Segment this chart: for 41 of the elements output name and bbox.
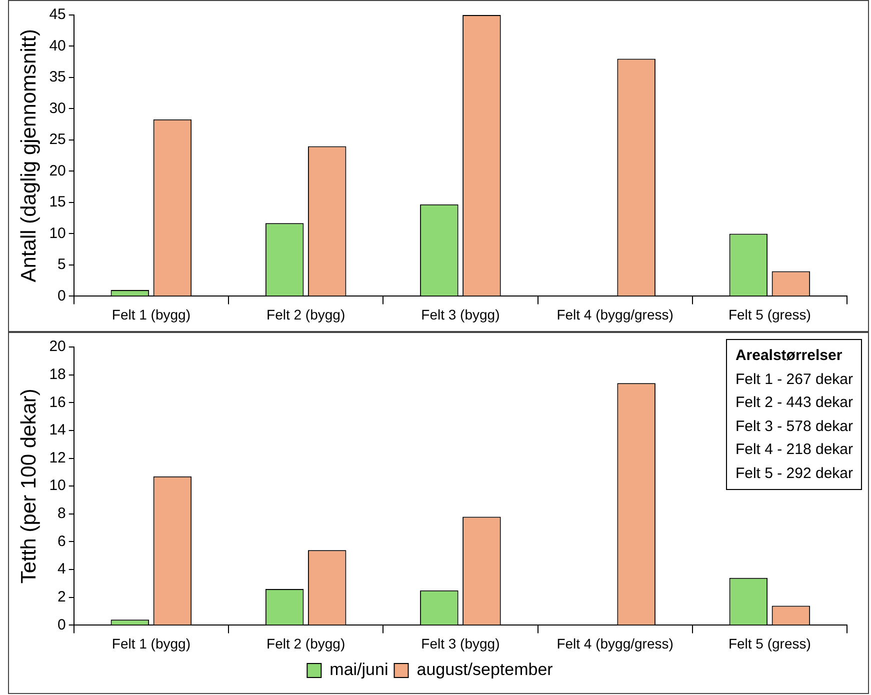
y-tick-label: 12 (49, 449, 66, 466)
y-tick-label: 8 (58, 505, 66, 522)
x-tick-label: Felt 2 (bygg) (266, 635, 346, 652)
annotation: Felt 4 - 218 dekar (735, 440, 853, 460)
y-axis-title: Antall (daglig gjennomsnitt) (17, 28, 40, 282)
y-tick-label: 18 (49, 366, 66, 383)
y-tick-label: 20 (49, 162, 66, 180)
y-tick-label: 30 (49, 100, 66, 117)
annotation: Felt 3 - 578 dekar (735, 416, 853, 436)
y-tick-label: 20 (49, 338, 66, 356)
y-tick-label: 16 (49, 394, 66, 411)
x-tick-label: Felt 4 (bygg/gress) (556, 306, 674, 322)
y-tick-label: 35 (49, 68, 66, 86)
y-tick-label: 10 (49, 224, 66, 242)
legend-label: august/september (416, 660, 554, 680)
x-tick-label: Felt 3 (bygg) (421, 306, 500, 322)
y-tick-label: 4 (58, 560, 66, 578)
x-tick-label: Felt 5 (gress) (728, 306, 811, 322)
y-tick-label: 25 (49, 131, 66, 148)
legend-label: mai/juni (330, 660, 388, 680)
y-tick-label: 14 (49, 422, 66, 439)
x-tick-label: Felt 2 (bygg) (266, 306, 346, 322)
y-tick-label: 6 (58, 532, 66, 550)
x-tick-label: Felt 4 (bygg/gress) (556, 635, 674, 652)
x-tick-label: Felt 3 (bygg) (421, 635, 500, 652)
y-axis-title: Tetth (per 100 dekar) (17, 388, 40, 584)
y-tick-label: 5 (58, 256, 66, 274)
annotation: Felt 1 - 267 dekar (735, 370, 853, 390)
y-tick-label: 45 (49, 6, 66, 24)
annotation: Arealstørrelser (735, 346, 844, 366)
annotation: Felt 5 - 292 dekar (735, 464, 853, 484)
x-tick-label: Felt 1 (bygg) (112, 635, 190, 652)
annotation: Felt 2 - 443 dekar (735, 393, 853, 413)
x-tick-label: Felt 1 (bygg) (112, 306, 190, 322)
y-tick-label: 10 (49, 477, 66, 494)
y-tick-label: 40 (49, 37, 66, 54)
y-tick-label: 0 (58, 287, 66, 304)
y-tick-label: 0 (58, 616, 66, 634)
x-tick-label: Felt 5 (gress) (728, 635, 811, 652)
y-tick-label: 2 (58, 588, 66, 606)
y-tick-label: 15 (49, 194, 66, 211)
